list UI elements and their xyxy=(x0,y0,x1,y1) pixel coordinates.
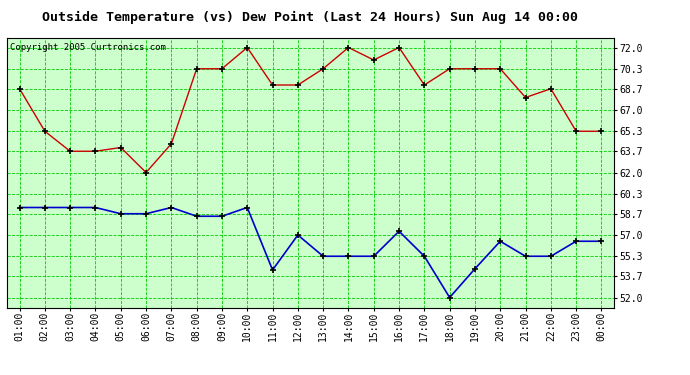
Text: Copyright 2005 Curtronics.com: Copyright 2005 Curtronics.com xyxy=(10,43,166,52)
Text: Outside Temperature (vs) Dew Point (Last 24 Hours) Sun Aug 14 00:00: Outside Temperature (vs) Dew Point (Last… xyxy=(43,11,578,24)
